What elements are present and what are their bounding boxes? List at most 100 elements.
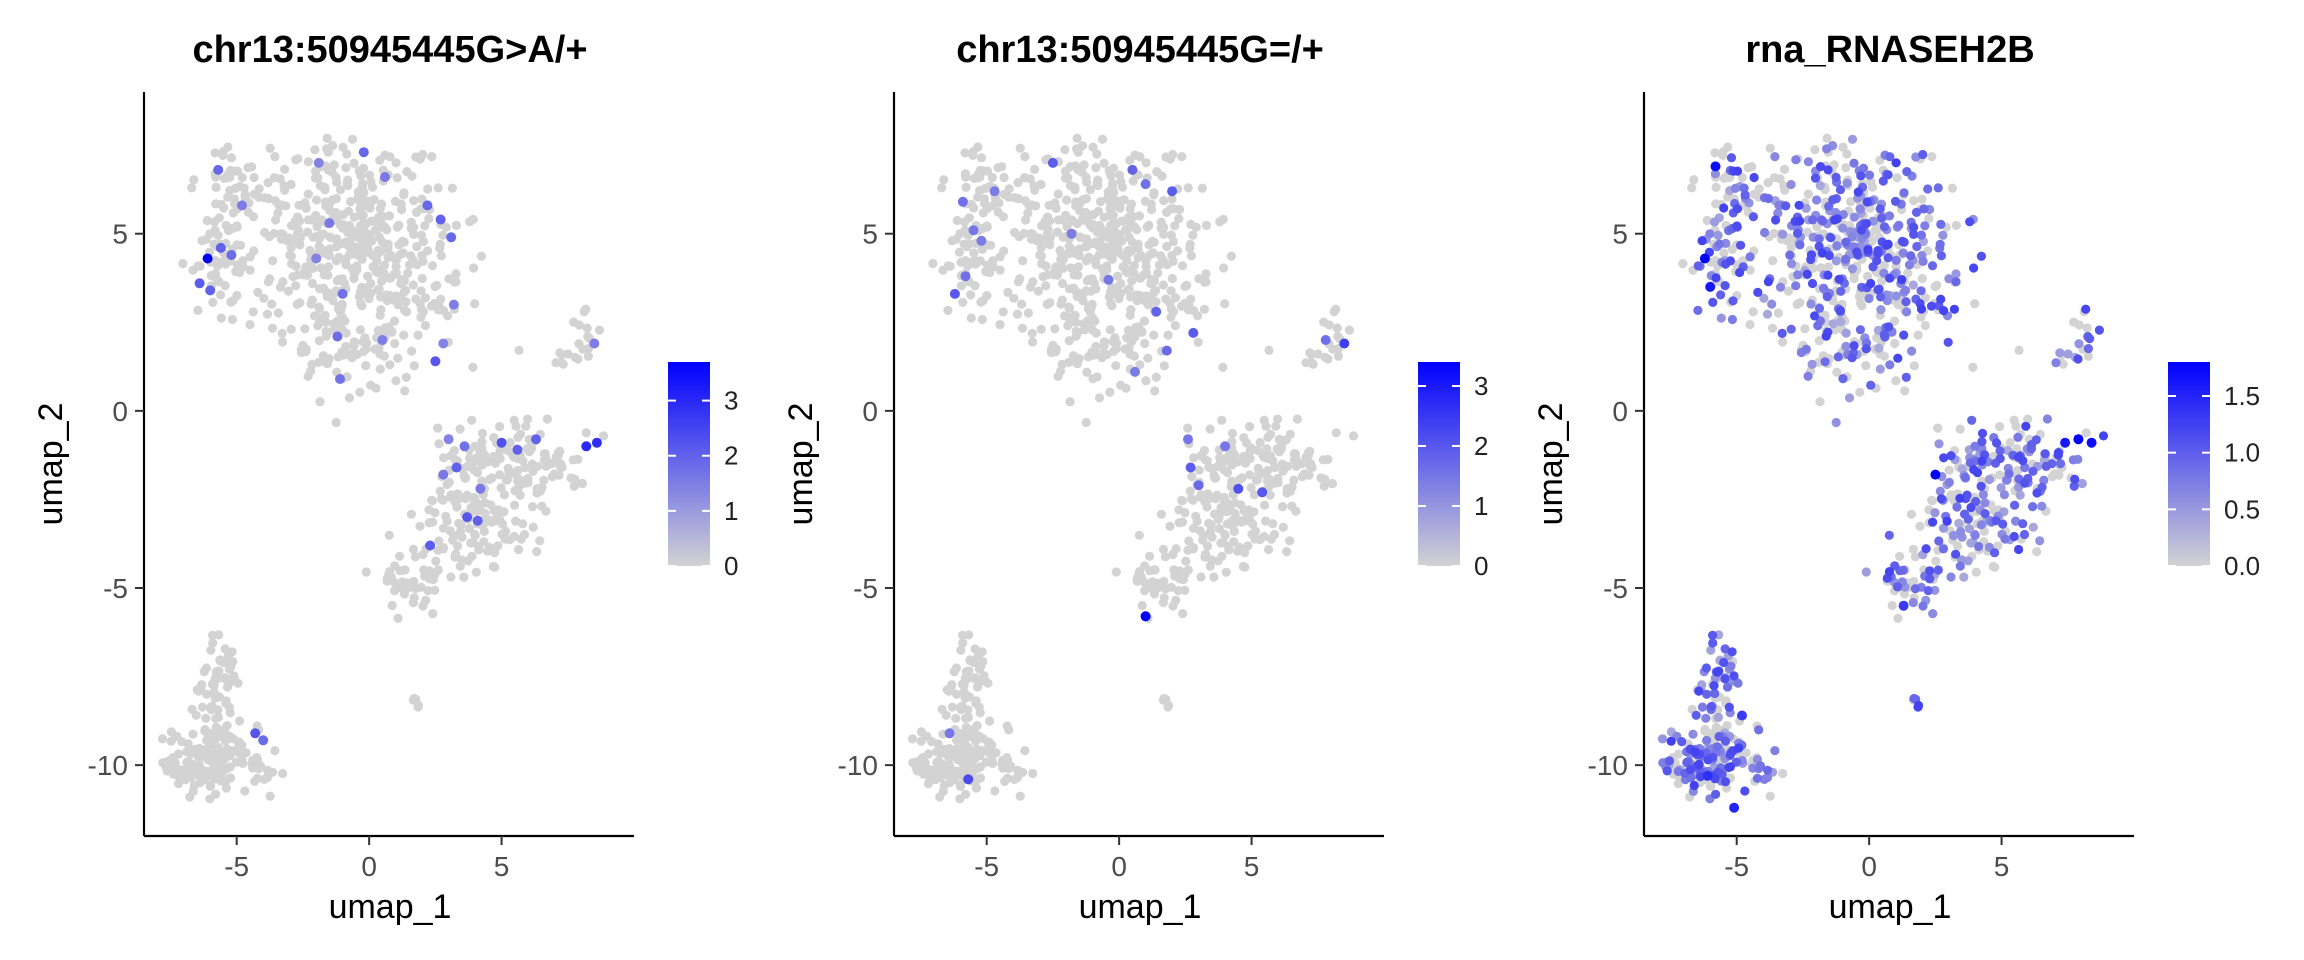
data-point (1723, 173, 1733, 183)
data-point (1050, 198, 1060, 208)
data-point (958, 638, 968, 648)
data-point (1724, 702, 1734, 712)
data-point (1995, 446, 2005, 456)
data-point (1885, 273, 1895, 283)
data-point (210, 148, 220, 158)
data-point (941, 710, 951, 720)
data-point (960, 148, 970, 158)
data-point (1883, 170, 1893, 180)
data-point (1270, 463, 1280, 473)
data-point (973, 651, 983, 661)
data-point (1901, 372, 1911, 382)
data-point (1125, 310, 1135, 320)
data-point (1093, 180, 1103, 191)
data-point (1828, 319, 1838, 329)
data-point (1201, 220, 1211, 230)
data-point (1037, 259, 1047, 269)
data-point (208, 752, 218, 762)
data-point (1965, 458, 1976, 468)
data-point (220, 728, 230, 738)
data-point (1709, 681, 1719, 691)
expressing-cell-point (258, 735, 269, 746)
data-point (249, 172, 259, 183)
data-point (1910, 584, 1920, 594)
data-point (523, 414, 533, 424)
data-point (1146, 292, 1156, 302)
expressing-cell-point (202, 253, 213, 264)
data-point (435, 243, 445, 253)
data-point (1666, 736, 1676, 746)
data-point (1736, 240, 1746, 250)
data-point (1050, 324, 1060, 334)
data-point (1969, 263, 1979, 273)
data-point (1127, 276, 1137, 286)
data-point (1227, 437, 1237, 447)
data-point (1048, 340, 1058, 350)
data-point (1168, 236, 1178, 247)
data-point (1960, 472, 1970, 482)
data-point (442, 479, 452, 490)
data-point (1936, 294, 1946, 304)
data-point (1732, 166, 1743, 176)
colorbar-tick-label: 1.0 (2224, 438, 2260, 468)
data-point (2023, 414, 2033, 424)
data-point (1693, 305, 1703, 315)
data-point (2018, 519, 2028, 529)
data-point (1082, 241, 1092, 251)
data-point (1993, 541, 2003, 551)
panel-title: chr13:50945445G>A/+ (192, 29, 587, 71)
data-point (1918, 149, 1928, 160)
data-point (363, 243, 373, 254)
data-point (446, 572, 456, 582)
data-point (1021, 215, 1031, 225)
data-point (959, 687, 969, 697)
expressing-cell-point (1161, 345, 1172, 356)
data-point (1064, 336, 1074, 346)
data-point (1780, 164, 1790, 174)
data-point (291, 155, 301, 165)
data-point (975, 165, 986, 175)
data-point (1218, 537, 1228, 548)
data-point (1816, 263, 1826, 273)
data-point (2053, 448, 2064, 458)
data-point (2011, 421, 2021, 431)
data-point (986, 240, 996, 250)
data-point (349, 274, 359, 284)
data-point (1700, 724, 1710, 735)
data-point (1875, 204, 1885, 214)
data-point (2083, 351, 2093, 361)
data-point (1862, 197, 1872, 207)
data-point (477, 443, 487, 454)
data-point (469, 504, 479, 514)
data-point (451, 269, 461, 279)
data-point (1248, 519, 1258, 529)
data-point (1199, 446, 1209, 456)
data-point (1169, 204, 1179, 214)
data-point (1800, 324, 1810, 334)
data-point (231, 757, 241, 767)
data-point (418, 601, 428, 611)
data-point (1763, 178, 1773, 188)
data-point (1812, 222, 1822, 232)
data-point (391, 158, 401, 168)
data-point (498, 519, 508, 529)
data-point (2055, 348, 2065, 358)
data-point (1333, 331, 1343, 342)
data-point (375, 204, 385, 214)
data-point (1144, 240, 1154, 250)
data-point (1214, 524, 1224, 534)
data-point (263, 765, 273, 775)
data-point (428, 609, 438, 619)
expressing-cell-point (1339, 338, 1350, 349)
data-point (364, 293, 374, 304)
data-point (1144, 220, 1154, 230)
data-point (1856, 225, 1866, 235)
data-point (495, 422, 505, 432)
data-point (1873, 285, 1883, 295)
data-point (310, 145, 320, 155)
data-point (306, 366, 316, 376)
data-point (1167, 273, 1177, 284)
data-point (1891, 376, 1901, 386)
data-point (1990, 548, 2000, 558)
data-point (1701, 713, 1711, 723)
